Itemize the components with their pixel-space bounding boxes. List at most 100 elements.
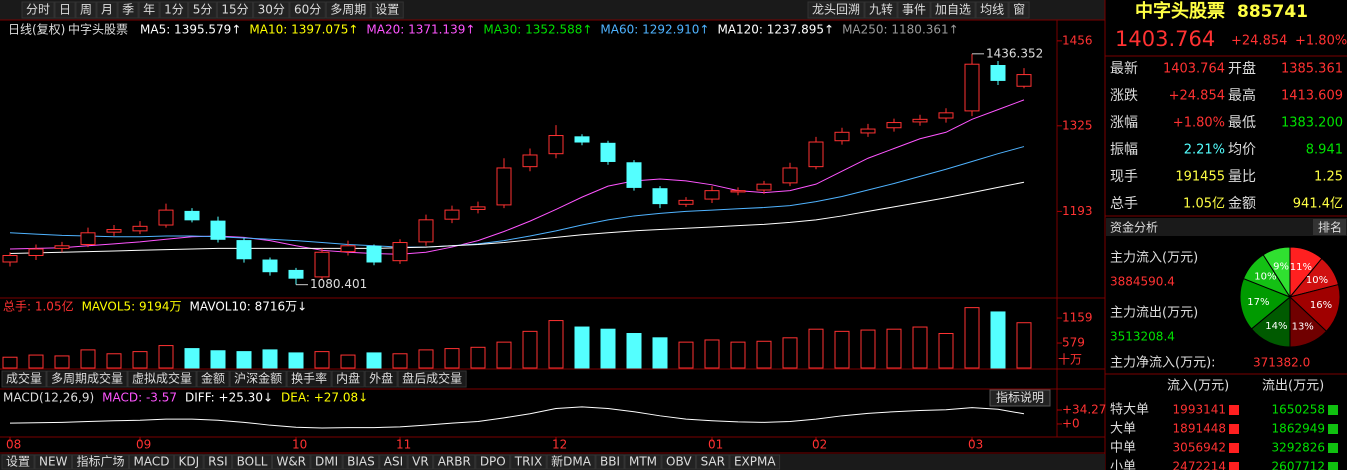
indicator-label[interactable]: VR <box>412 455 429 469</box>
toolbar-button[interactable] <box>930 1 976 19</box>
toolbar-button-label[interactable]: 分时 <box>26 3 50 17</box>
indicator-label[interactable]: W&R <box>276 455 306 469</box>
indicator[interactable] <box>407 454 434 470</box>
toolbar-button-label[interactable]: 龙头回溯 <box>812 2 860 17</box>
tab-label[interactable]: 外盘 <box>369 371 393 386</box>
toolbar-button-label[interactable]: 多周期 <box>330 3 366 17</box>
indicator[interactable] <box>232 454 272 470</box>
indicator-label[interactable]: 新DMA <box>551 454 592 469</box>
toolbar-button[interactable] <box>75 1 97 19</box>
toolbar-button[interactable] <box>216 1 254 19</box>
tab-label[interactable]: 成交量 <box>6 371 42 386</box>
tab[interactable] <box>364 370 398 388</box>
toolbar-button-label[interactable]: 均线 <box>980 3 1004 17</box>
indicator-label[interactable]: RSI <box>208 455 228 469</box>
indicator-label[interactable]: EXPMA <box>734 455 776 469</box>
button[interactable] <box>989 389 1051 407</box>
indicator[interactable] <box>1 454 35 470</box>
toolbar-button[interactable] <box>864 1 898 19</box>
indicator-label[interactable]: BOLL <box>237 455 268 469</box>
indicator[interactable] <box>729 454 781 470</box>
toolbar-button-label[interactable]: 事件 <box>902 3 926 17</box>
indicator-label[interactable]: ASI <box>384 455 403 469</box>
toolbar-button[interactable] <box>370 1 404 19</box>
toolbar-button[interactable] <box>54 1 76 19</box>
indicator[interactable] <box>128 454 174 470</box>
toolbar-button[interactable] <box>96 1 118 19</box>
button-label[interactable]: 指标说明 <box>996 390 1044 405</box>
toolbar-button[interactable] <box>188 1 217 19</box>
indicator-label[interactable]: SAR <box>701 455 725 469</box>
tab-label[interactable]: 沪深金额 <box>234 371 282 386</box>
indicator[interactable] <box>433 454 476 470</box>
tab-label[interactable]: 盘后成交量 <box>402 371 462 386</box>
tab[interactable] <box>229 370 287 388</box>
toolbar-button-label[interactable]: 加自选 <box>935 3 971 17</box>
indicator-label[interactable]: DMI <box>315 455 338 469</box>
toolbar-button-label[interactable]: 周 <box>80 3 92 17</box>
tab-label[interactable]: 多周期成交量 <box>51 371 123 386</box>
toolbar-button[interactable] <box>289 1 326 19</box>
indicator-label[interactable]: BIAS <box>347 455 375 469</box>
tab[interactable] <box>331 370 365 388</box>
indicator-label[interactable]: BBI <box>600 455 620 469</box>
tab-label[interactable]: 换手率 <box>291 371 327 386</box>
toolbar-button-label[interactable]: 5分 <box>193 3 213 17</box>
toolbar-button-label[interactable]: 月 <box>101 3 113 17</box>
toolbar-button-label[interactable]: 60分 <box>294 3 321 17</box>
tab-label[interactable]: 金额 <box>201 371 225 386</box>
toolbar-button[interactable] <box>253 1 290 19</box>
indicator-label[interactable]: DPO <box>480 455 506 469</box>
toolbar-button-label[interactable]: 窗 <box>1013 3 1025 17</box>
indicator-label[interactable]: OBV <box>666 455 692 469</box>
tab[interactable] <box>1 370 47 388</box>
toolbar-button[interactable] <box>159 1 189 19</box>
toolbar-button-label[interactable]: 设置 <box>375 3 399 17</box>
indicator[interactable] <box>203 454 233 470</box>
tab-label[interactable]: 虚拟成交量 <box>132 371 192 386</box>
toolbar-button-label[interactable]: 年 <box>143 3 155 17</box>
indicator[interactable] <box>475 454 511 470</box>
indicator-label[interactable]: MTM <box>629 455 657 469</box>
indicator[interactable] <box>595 454 625 470</box>
indicator[interactable] <box>696 454 730 470</box>
indicator-label[interactable]: MACD <box>133 455 169 469</box>
tab[interactable] <box>127 370 197 388</box>
toolbar-button-label[interactable]: 九转 <box>869 2 893 17</box>
indicator-label[interactable]: 指标广场 <box>76 454 124 469</box>
toolbar-button-label[interactable]: 30分 <box>258 3 285 17</box>
indicator[interactable] <box>510 454 547 470</box>
indicator[interactable] <box>34 454 72 470</box>
rank-label[interactable]: 排名 <box>1318 220 1342 235</box>
indicator[interactable] <box>661 454 697 470</box>
tab[interactable] <box>196 370 230 388</box>
toolbar-button[interactable] <box>138 1 160 19</box>
toolbar-button[interactable] <box>975 1 1009 19</box>
tab[interactable] <box>46 370 128 388</box>
indicator[interactable] <box>71 454 129 470</box>
toolbar-button[interactable] <box>1008 1 1030 19</box>
tab[interactable] <box>286 370 332 388</box>
toolbar-button-label[interactable]: 日 <box>59 3 71 17</box>
indicator[interactable] <box>310 454 343 470</box>
indicator-label[interactable]: 设置 <box>6 455 30 469</box>
toolbar-button[interactable] <box>897 1 931 19</box>
toolbar-button-label[interactable]: 1分 <box>164 3 184 17</box>
indicator[interactable] <box>546 454 596 470</box>
tab[interactable] <box>397 370 467 388</box>
indicator[interactable] <box>342 454 380 470</box>
indicator[interactable] <box>624 454 662 470</box>
toolbar-button[interactable] <box>21 1 55 19</box>
indicator-label[interactable]: TRIX <box>514 455 542 469</box>
toolbar-button-label[interactable]: 15分 <box>221 3 248 17</box>
rank-button[interactable] <box>1313 219 1346 235</box>
toolbar-button-label[interactable]: 季 <box>122 3 134 17</box>
indicator[interactable] <box>173 454 204 470</box>
toolbar-button[interactable] <box>325 1 371 19</box>
indicator[interactable] <box>379 454 408 470</box>
tab-label[interactable]: 内盘 <box>336 371 360 386</box>
indicator[interactable] <box>271 454 311 470</box>
indicator-label[interactable]: NEW <box>39 455 68 469</box>
toolbar-button[interactable] <box>807 1 865 19</box>
indicator-label[interactable]: KDJ <box>178 455 199 469</box>
